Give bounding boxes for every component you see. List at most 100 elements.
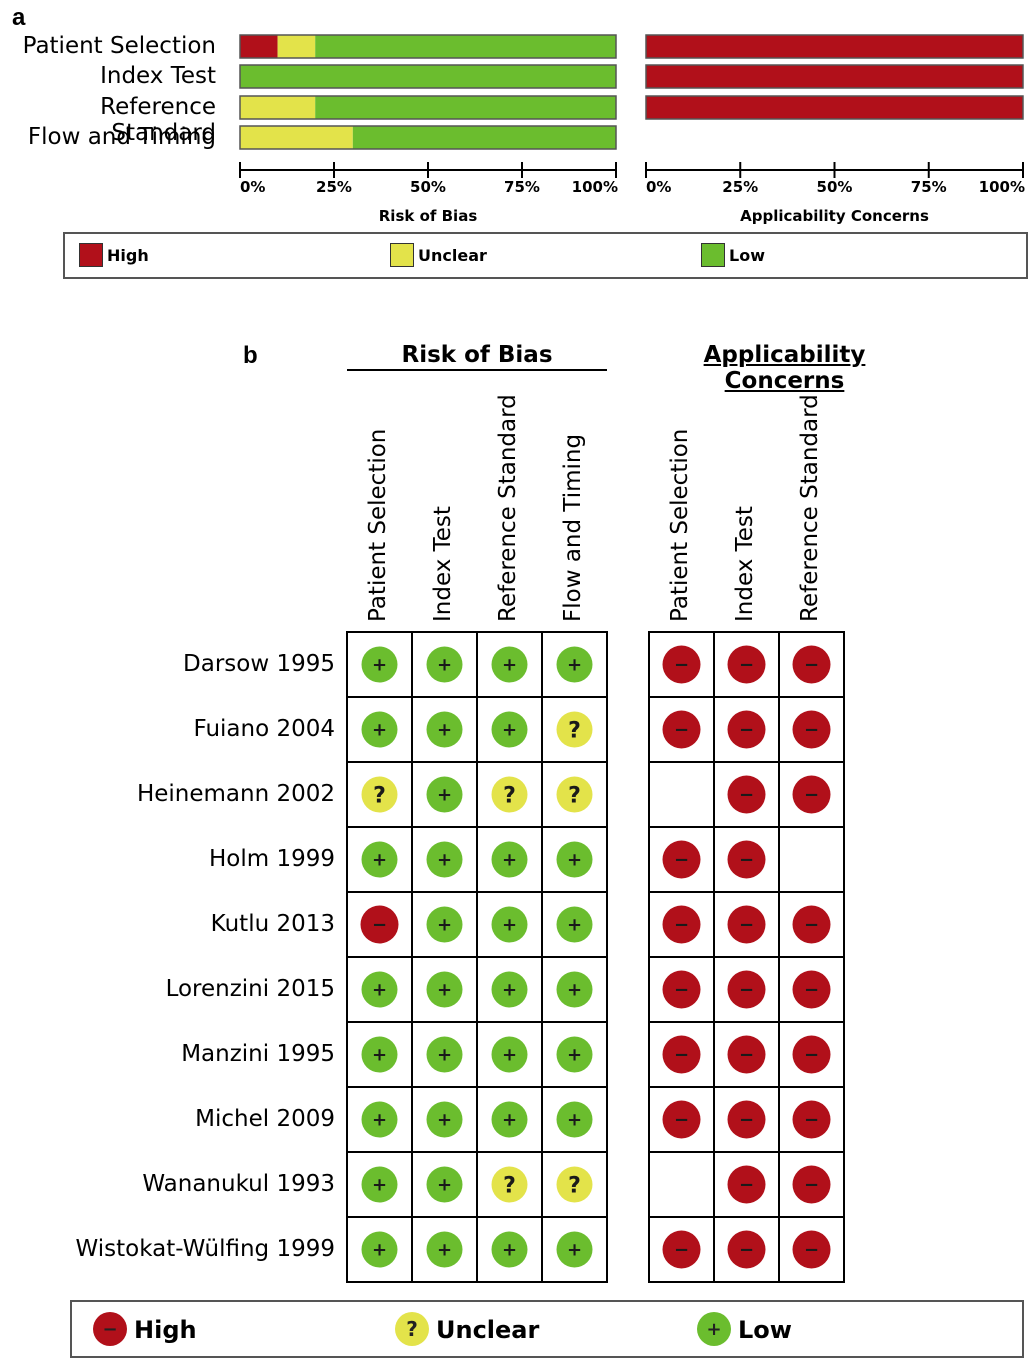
legend-high-swatch [79,243,103,267]
cell-symbol-wistokat-w-lfing-1999-applicability-concerns-1: − [739,1240,754,1261]
cell-wistokat-w-lfing-1999-applicability-concerns-patient-selection-high [662,1230,701,1269]
cell-symbol-holm-1999-risk-of-bias-0: + [372,850,387,871]
svg-text:+: + [706,1319,721,1340]
cell-wistokat-w-lfing-1999-risk-of-bias-patient-selection-low [361,1231,398,1268]
cell-symbol-wananukul-1993-risk-of-bias-0: + [372,1175,387,1196]
cell-symbol-wistokat-w-lfing-1999-risk-of-bias-1: + [437,1240,452,1261]
cell-kutlu-2013-risk-of-bias-reference-standard-low [491,906,528,943]
cell-darsow-1995-applicability-concerns-index-test-high [727,645,766,684]
legend-unclear-swatch [390,243,414,267]
cell-wananukul-1993-applicability-concerns-index-test-high [727,1165,766,1204]
cell-symbol-fuiano-2004-applicability-concerns-2: − [804,720,819,741]
cell-michel-2009-risk-of-bias-reference-standard-low [491,1101,528,1138]
study-label-manzini-1995: Manzini 1995 [181,1040,335,1067]
cell-symbol-heinemann-2002-applicability-concerns-1: − [739,785,754,806]
cell-fuiano-2004-risk-of-bias-reference-standard-low [491,711,528,748]
cell-lorenzini-2015-risk-of-bias-reference-standard-low [491,971,528,1008]
cell-fuiano-2004-applicability-concerns-patient-selection-high [662,710,701,749]
cell-darsow-1995-risk-of-bias-reference-standard-low [491,646,528,683]
cell-symbol-lorenzini-2015-risk-of-bias-3: + [567,980,582,1001]
cell-heinemann-2002-risk-of-bias-index-test-low [426,776,463,813]
group-header-applicability-concerns: Applicability Concerns [703,342,866,394]
cell-symbol-wananukul-1993-risk-of-bias-3: ? [568,1174,581,1199]
cell-symbol-kutlu-2013-risk-of-bias-3: + [567,915,582,936]
legend-b-low-label: Low [738,1316,792,1344]
cell-symbol-kutlu-2013-risk-of-bias-2: + [502,915,517,936]
cell-wistokat-w-lfing-1999-risk-of-bias-flow-and-timing-low [556,1231,593,1268]
cell-fuiano-2004-risk-of-bias-index-test-low [426,711,463,748]
x-tick-label-applicability-concerns-0: 0% [646,178,671,196]
study-label-michel-2009: Michel 2009 [195,1105,335,1132]
domain-label-index-test: Index Test [100,63,216,89]
bar-risk-of-bias-patient-selection-high [240,35,278,58]
cell-symbol-manzini-1995-applicability-concerns-0: − [674,1045,689,1066]
cell-lorenzini-2015-applicability-concerns-patient-selection-high [662,970,701,1009]
bar-outline-applicability-concerns-reference-standard [645,95,1024,120]
bar-applicability-concerns-patient-selection-high [646,35,1023,58]
cell-wistokat-w-lfing-1999-applicability-concerns-index-test-high [727,1230,766,1269]
cell-manzini-1995-risk-of-bias-reference-standard-low [491,1036,528,1073]
cell-heinemann-2002-risk-of-bias-reference-standard-unclear [491,776,528,813]
cell-manzini-1995-risk-of-bias-index-test-low [426,1036,463,1073]
cell-symbol-darsow-1995-risk-of-bias-3: + [567,655,582,676]
cell-symbol-michel-2009-risk-of-bias-3: + [567,1110,582,1131]
cell-symbol-lorenzini-2015-applicability-concerns-0: − [674,980,689,1001]
legend-low-label: Low [729,246,765,265]
cell-symbol-michel-2009-applicability-concerns-0: − [674,1110,689,1131]
cell-symbol-wananukul-1993-risk-of-bias-2: ? [503,1174,516,1199]
cell-symbol-fuiano-2004-risk-of-bias-0: + [372,720,387,741]
domain-label-flow-and-timing: Flow and Timing [27,124,216,150]
bar-outline-risk-of-bias-reference-standard [239,95,617,120]
legend-unclear-circle-icon: ? [395,1312,429,1346]
cell-wistokat-w-lfing-1999-risk-of-bias-reference-standard-low [491,1231,528,1268]
cell-wananukul-1993-risk-of-bias-index-test-low [426,1166,463,1203]
bar-outline-risk-of-bias-index-test [239,64,617,89]
cell-darsow-1995-risk-of-bias-patient-selection-low [361,646,398,683]
panel-a-bar-chart: 0% 25% 50% 75% 100% 0% 25% 50% 75% 100% [239,34,1025,196]
cell-fuiano-2004-risk-of-bias-patient-selection-low [361,711,398,748]
panel-a-legend: High Unclear Low [63,232,1028,279]
cell-darsow-1995-risk-of-bias-flow-and-timing-low [556,646,593,683]
svg-text:?: ? [406,1317,418,1341]
study-label-fuiano-2004: Fuiano 2004 [193,715,335,742]
cell-lorenzini-2015-risk-of-bias-index-test-low [426,971,463,1008]
bar-outline-risk-of-bias-patient-selection [239,34,617,59]
cell-symbol-wistokat-w-lfing-1999-risk-of-bias-3: + [567,1240,582,1261]
cell-symbol-fuiano-2004-risk-of-bias-2: + [502,720,517,741]
cell-symbol-holm-1999-risk-of-bias-3: + [567,850,582,871]
cell-symbol-manzini-1995-risk-of-bias-3: + [567,1045,582,1066]
x-tick-label-risk-of-bias-1: 25% [316,178,352,196]
bar-outline-risk-of-bias-flow-and-timing [239,125,617,150]
cell-kutlu-2013-applicability-concerns-patient-selection-high [662,905,701,944]
cell-symbol-michel-2009-applicability-concerns-2: − [804,1110,819,1131]
cell-symbol-michel-2009-applicability-concerns-1: − [739,1110,754,1131]
axis-title-risk-of-bias: Risk of Bias [378,207,478,225]
cell-manzini-1995-applicability-concerns-index-test-high [727,1035,766,1074]
bar-applicability-concerns-reference-standard-high [646,96,1023,119]
cell-heinemann-2002-risk-of-bias-patient-selection-unclear [361,776,398,813]
cell-wananukul-1993-risk-of-bias-patient-selection-low [361,1166,398,1203]
cell-symbol-fuiano-2004-risk-of-bias-3: ? [568,719,581,744]
study-label-heinemann-2002: Heinemann 2002 [136,780,335,807]
cell-symbol-darsow-1995-applicability-concerns-2: − [804,655,819,676]
bar-applicability-concerns-index-test-high [646,65,1023,88]
cell-symbol-heinemann-2002-applicability-concerns-2: − [804,785,819,806]
cell-michel-2009-applicability-concerns-index-test-high [727,1100,766,1139]
cell-darsow-1995-applicability-concerns-patient-selection-high [662,645,701,684]
cell-symbol-michel-2009-risk-of-bias-1: + [437,1110,452,1131]
cell-symbol-wistokat-w-lfing-1999-risk-of-bias-2: + [502,1240,517,1261]
cell-symbol-heinemann-2002-risk-of-bias-2: ? [503,784,516,809]
cell-fuiano-2004-applicability-concerns-index-test-high [727,710,766,749]
x-tick-label-applicability-concerns-1: 25% [722,178,758,196]
x-tick-label-applicability-concerns-2: 50% [817,178,853,196]
cell-lorenzini-2015-applicability-concerns-reference-standard-high [792,970,831,1009]
cell-holm-1999-risk-of-bias-reference-standard-low [491,841,528,878]
cell-symbol-lorenzini-2015-risk-of-bias-0: + [372,980,387,1001]
cell-lorenzini-2015-risk-of-bias-flow-and-timing-low [556,971,593,1008]
cell-manzini-1995-risk-of-bias-patient-selection-low [361,1036,398,1073]
cell-symbol-lorenzini-2015-applicability-concerns-1: − [739,980,754,1001]
x-tick-label-risk-of-bias-0: 0% [240,178,265,196]
cell-symbol-darsow-1995-risk-of-bias-1: + [437,655,452,676]
bar-risk-of-bias-flow-and-timing-low [352,126,616,149]
x-tick-label-risk-of-bias-4: 100% [572,178,618,196]
